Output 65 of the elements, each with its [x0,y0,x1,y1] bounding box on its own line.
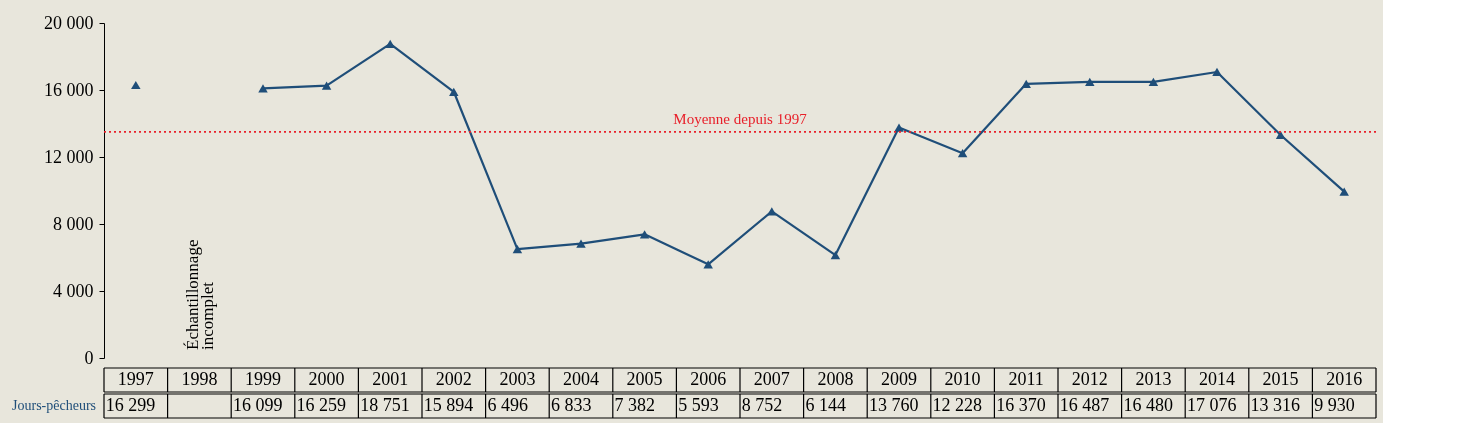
x-tick-label: 2005 [626,369,663,389]
y-tick-label: 0 [84,347,94,368]
point [449,87,459,96]
x-tick-label: 2000 [308,369,345,389]
x-tick-label: 1999 [245,369,281,389]
x-tick-label: 2011 [1008,369,1044,389]
point [894,123,904,132]
text: Jours-pêcheurs [12,398,96,413]
x-tick-label: 2008 [817,369,854,389]
data-label: 8 752 [741,395,783,415]
data-label: 16 099 [233,395,283,415]
y-tick-label: 20 000 [44,12,94,33]
x-tick-label: 1998 [181,369,218,389]
data-label: 16 259 [296,395,347,415]
x-tick-label: 1997 [117,369,154,389]
y-tick-label: 12 000 [44,146,94,167]
y-tick-label: 8 000 [53,213,94,234]
point [131,80,141,90]
x-tick-label: 2016 [1326,369,1363,389]
point [1085,77,1095,86]
data-label: 13 760 [869,395,919,415]
x-tick-label: 2013 [1135,369,1172,389]
point [385,39,395,49]
data-label: 16 370 [996,395,1046,415]
data-label: 17 076 [1187,395,1237,415]
data-label: 13 316 [1250,395,1301,415]
point [1021,79,1031,88]
x-tick-label: 2007 [753,369,790,389]
point [1212,67,1222,77]
data-label: 6 496 [487,395,528,415]
x-tick-label: 2010 [944,369,981,389]
x-tick-label: 2002 [435,369,472,389]
data-label: 18 751 [360,395,410,415]
x-tick-label: 2003 [499,369,536,389]
data-label: 16 480 [1123,395,1173,415]
point [576,239,586,248]
data-label: 15 894 [423,395,474,415]
point [639,230,650,239]
point [957,149,968,158]
data-label: 16 299 [105,395,156,415]
point [1339,187,1349,196]
y-tick-label: 4 000 [53,280,94,301]
x-tick-label: 2006 [690,369,727,389]
point [1148,77,1159,87]
x-tick-label: 2012 [1071,369,1108,389]
x-tick-label: 2004 [563,369,599,389]
x-tick-label: 2001 [372,369,409,389]
data-label: 12 228 [932,395,983,415]
ref-line-label: Moyenne depuis 1997 [673,110,808,127]
data-label: 9 930 [1314,395,1355,415]
x-tick-label: 2014 [1199,369,1235,389]
point [767,207,777,216]
point [512,245,523,254]
data-label: 7 382 [614,395,656,415]
point [830,250,841,260]
x-tick-label: 2009 [881,369,917,389]
data-label: 6 833 [551,395,592,415]
data-label: 5 593 [678,395,719,415]
annotation: Échantillonnage incomplet [183,239,218,350]
point [321,81,332,90]
data-label: 16 487 [1059,395,1110,415]
x-tick-label: 2015 [1262,369,1299,389]
point [1275,130,1286,140]
y-tick-label: 16 000 [44,79,94,100]
data-label: 6 144 [805,395,846,415]
